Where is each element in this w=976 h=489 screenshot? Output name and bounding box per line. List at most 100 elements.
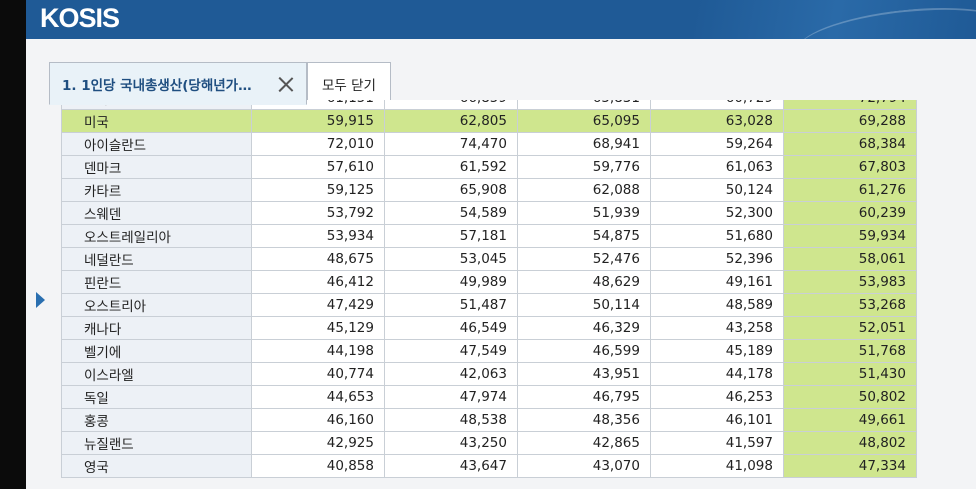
value-cell: 57,181 [384, 224, 518, 248]
value-cell: 43,258 [650, 316, 784, 340]
value-cell: 52,476 [517, 247, 651, 271]
header-decoration [793, 0, 976, 39]
value-cell: 49,661 [783, 408, 917, 432]
value-cell: 43,951 [517, 362, 651, 386]
value-cell: 51,939 [517, 201, 651, 225]
tab-label: 1. 1인당 국내총생산(당해년가… [62, 77, 252, 94]
value-cell: 52,051 [783, 316, 917, 340]
value-cell: 47,549 [384, 339, 518, 363]
value-cell: 72,010 [251, 132, 385, 156]
value-cell: 61,063 [650, 155, 784, 179]
data-table: 싱가포르61,15166,85965,83160,72972,794미국59,9… [61, 100, 917, 478]
country-name-cell: 미국 [61, 109, 252, 133]
value-cell: 42,063 [384, 362, 518, 386]
country-name-cell: 네덜란드 [61, 247, 252, 271]
table-row[interactable]: 미국 59,915 62,805 65,095 63,028 69,288 [61, 109, 917, 133]
value-cell: 40,774 [251, 362, 385, 386]
value-cell: 69,288 [783, 109, 917, 133]
value-cell: 51,487 [384, 293, 518, 317]
value-cell: 45,189 [650, 339, 784, 363]
table-row[interactable]: 영국 40,858 43,647 43,070 41,098 47,334 [61, 454, 917, 478]
value-cell: 40,858 [251, 454, 385, 478]
value-cell: 59,125 [251, 178, 385, 202]
value-cell: 43,070 [517, 454, 651, 478]
value-cell: 46,549 [384, 316, 518, 340]
table-row[interactable]: 뉴질랜드 42,925 43,250 42,865 41,597 48,802 [61, 431, 917, 455]
value-cell: 65,831 [517, 100, 651, 110]
value-cell: 58,061 [783, 247, 917, 271]
value-cell: 59,915 [251, 109, 385, 133]
table-row[interactable]: 네덜란드 48,675 53,045 52,476 52,396 58,061 [61, 247, 917, 271]
country-name-cell: 카타르 [61, 178, 252, 202]
table-row[interactable]: 덴마크 57,610 61,592 59,776 61,063 67,803 [61, 155, 917, 179]
table-row[interactable]: 카타르 59,125 65,908 62,088 50,124 61,276 [61, 178, 917, 202]
value-cell: 50,114 [517, 293, 651, 317]
country-name-cell: 스웨덴 [61, 201, 252, 225]
value-cell: 61,276 [783, 178, 917, 202]
table-row[interactable]: 벨기에 44,198 47,549 46,599 45,189 51,768 [61, 339, 917, 363]
value-cell: 60,729 [650, 100, 784, 110]
value-cell: 48,802 [783, 431, 917, 455]
data-grid: 싱가포르61,15166,85965,83160,72972,794미국59,9… [61, 100, 918, 478]
table-row[interactable]: 핀란드 46,412 49,989 48,629 49,161 53,983 [61, 270, 917, 294]
value-cell: 59,264 [650, 132, 784, 156]
country-name-cell: 오스트리아 [61, 293, 252, 317]
country-name-cell: 홍콩 [61, 408, 252, 432]
value-cell: 51,680 [650, 224, 784, 248]
value-cell: 53,983 [783, 270, 917, 294]
table-row[interactable]: 오스트리아 47,429 51,487 50,114 48,589 53,268 [61, 293, 917, 317]
value-cell: 41,597 [650, 431, 784, 455]
value-cell: 62,805 [384, 109, 518, 133]
value-cell: 47,974 [384, 385, 518, 409]
close-all-tabs-button[interactable]: 모두 닫기 [307, 62, 391, 105]
value-cell: 61,592 [384, 155, 518, 179]
value-cell: 50,802 [783, 385, 917, 409]
value-cell: 48,356 [517, 408, 651, 432]
value-cell: 44,178 [650, 362, 784, 386]
value-cell: 46,160 [251, 408, 385, 432]
table-row[interactable]: 홍콩 46,160 48,538 48,356 46,101 49,661 [61, 408, 917, 432]
value-cell: 65,908 [384, 178, 518, 202]
country-name-cell: 영국 [61, 454, 252, 478]
country-name-cell: 독일 [61, 385, 252, 409]
value-cell: 68,384 [783, 132, 917, 156]
country-name-cell: 캐나다 [61, 316, 252, 340]
value-cell: 59,934 [783, 224, 917, 248]
value-cell: 57,610 [251, 155, 385, 179]
value-cell: 48,675 [251, 247, 385, 271]
country-name-cell: 이스라엘 [61, 362, 252, 386]
country-name-cell: 덴마크 [61, 155, 252, 179]
value-cell: 43,250 [384, 431, 518, 455]
value-cell: 50,124 [650, 178, 784, 202]
value-cell: 49,161 [650, 270, 784, 294]
value-cell: 48,538 [384, 408, 518, 432]
expand-panel-arrow-icon[interactable] [36, 292, 45, 308]
country-name-cell: 아이슬란드 [61, 132, 252, 156]
app-header: KOSIS [26, 0, 976, 39]
value-cell: 54,875 [517, 224, 651, 248]
value-cell: 60,239 [783, 201, 917, 225]
table-row[interactable]: 독일 44,653 47,974 46,795 46,253 50,802 [61, 385, 917, 409]
value-cell: 68,941 [517, 132, 651, 156]
close-icon[interactable] [278, 76, 294, 92]
table-row[interactable]: 오스트레일리아 53,934 57,181 54,875 51,680 59,934 [61, 224, 917, 248]
value-cell: 47,334 [783, 454, 917, 478]
value-cell: 52,396 [650, 247, 784, 271]
value-cell: 74,470 [384, 132, 518, 156]
value-cell: 43,647 [384, 454, 518, 478]
table-row[interactable]: 아이슬란드 72,010 74,470 68,941 59,264 68,384 [61, 132, 917, 156]
tab-gdp-per-capita[interactable]: 1. 1인당 국내총생산(당해년가… [49, 62, 307, 105]
table-row[interactable]: 스웨덴 53,792 54,589 51,939 52,300 60,239 [61, 201, 917, 225]
table-row[interactable]: 캐나다 45,129 46,549 46,329 43,258 52,051 [61, 316, 917, 340]
value-cell: 53,045 [384, 247, 518, 271]
value-cell: 51,430 [783, 362, 917, 386]
left-edge-bar [0, 0, 26, 489]
kosis-logo[interactable]: KOSIS [40, 3, 120, 33]
value-cell: 72,794 [783, 100, 917, 110]
value-cell: 46,329 [517, 316, 651, 340]
table-row[interactable]: 이스라엘 40,774 42,063 43,951 44,178 51,430 [61, 362, 917, 386]
value-cell: 53,934 [251, 224, 385, 248]
value-cell: 44,198 [251, 339, 385, 363]
value-cell: 48,589 [650, 293, 784, 317]
value-cell: 41,098 [650, 454, 784, 478]
